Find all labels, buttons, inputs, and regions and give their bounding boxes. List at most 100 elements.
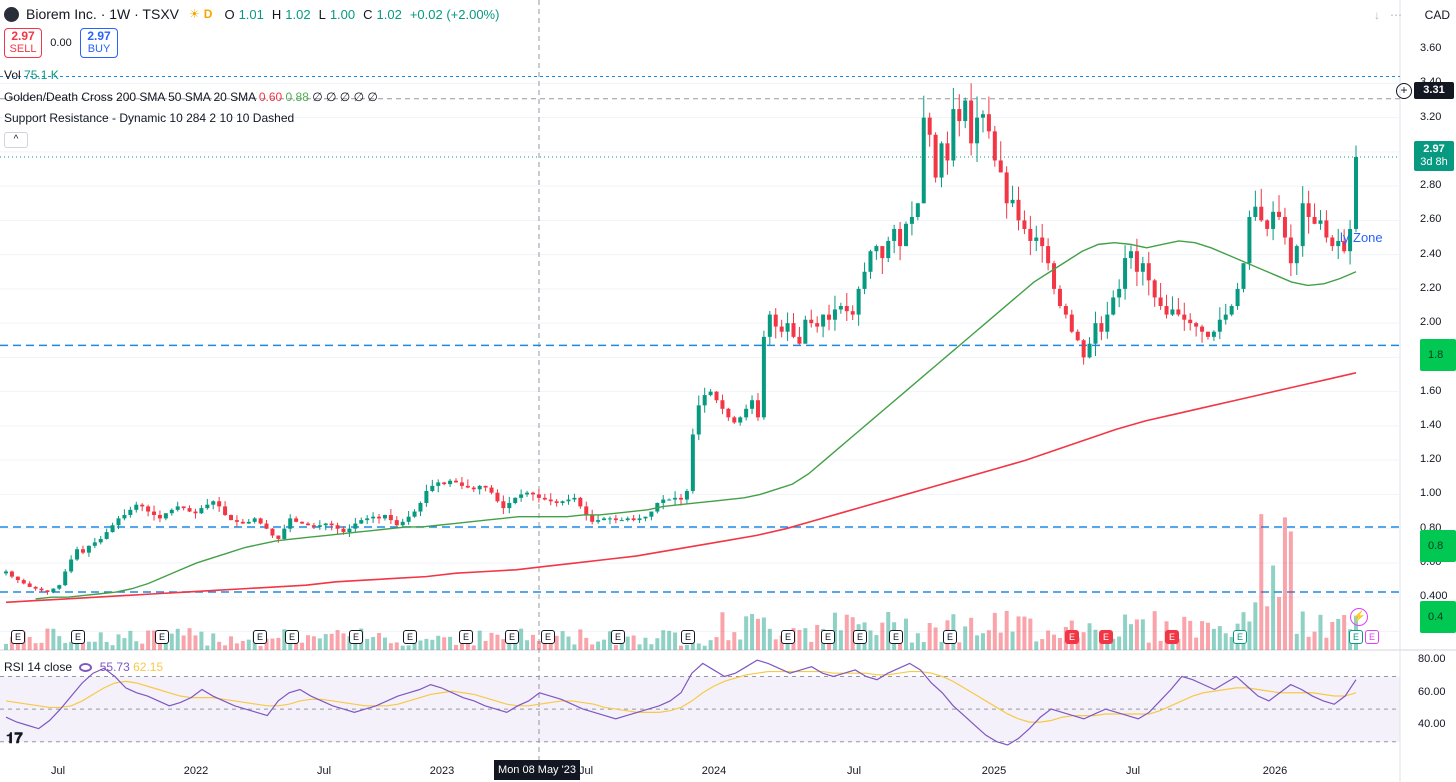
earnings-badge[interactable]: E [1065,630,1079,644]
volume-bar [69,641,74,650]
earnings-badge[interactable]: E [541,630,555,644]
support-resistance-label: Support Resistance - Dynamic 10 284 2 10… [4,111,295,125]
candle-body [116,518,121,526]
candle-body [1087,343,1092,358]
earnings-badge[interactable]: E [1233,630,1247,644]
candle-body [347,528,352,533]
volume-bar [868,630,873,650]
delayed-data-badge[interactable]: D [203,7,213,21]
candle-body [234,520,239,522]
volume-bar [1217,626,1222,650]
candle-body [483,485,488,488]
dividend-bolt-icon[interactable]: ⚡ [1350,608,1368,626]
volume-bar [45,628,50,650]
candle-body [779,326,784,332]
earnings-badge[interactable]: E [1365,630,1379,644]
buy-button[interactable]: 2.97 BUY [80,28,118,58]
candle-body [152,511,157,515]
candle-body [933,134,938,178]
candle-body [750,400,755,409]
price-tick: 1.00 [1420,487,1442,500]
earnings-badge[interactable]: E [11,630,25,644]
rsi-legend[interactable]: RSI 14 close 55.73 62.15 [4,660,163,674]
candle-body [1294,246,1299,264]
arrow-down-icon[interactable]: ↓ [1374,8,1390,22]
volume-bar [430,639,435,650]
volume-bar [732,632,737,650]
earnings-badge[interactable]: E [1349,630,1363,644]
earnings-badge[interactable]: E [681,630,695,644]
candle-body [400,521,405,526]
add-alert-plus-icon[interactable]: + [1396,83,1412,99]
candle-body [377,516,382,519]
volume-bar [1330,622,1335,650]
time-label: 2026 [1262,765,1288,777]
golden-cross-legend[interactable]: Golden/Death Cross 200 SMA 50 SMA 20 SMA… [4,90,378,104]
earnings-badge[interactable]: E [71,630,85,644]
volume-bar [223,645,228,650]
volume-bar [217,641,222,650]
earnings-badge[interactable]: E [1165,630,1179,644]
candle-body [1099,323,1104,332]
volume-bar [1158,640,1163,650]
volume-bar [915,633,920,650]
volume-bar [1277,597,1282,650]
earnings-badge[interactable]: E [853,630,867,644]
volume-bar [1093,629,1098,650]
sell-button[interactable]: 2.97 SELL [4,28,42,58]
candle-body [791,323,796,337]
volume-bar [1205,622,1210,650]
candle-body [57,585,62,589]
candle-body [880,246,885,259]
sr-level-tag-3: 0.4 [1420,601,1456,633]
candle-body [1194,323,1199,327]
volume-bar [649,644,654,650]
volume-legend[interactable]: Vol 75.1 K [4,68,59,82]
earnings-badge[interactable]: E [889,630,903,644]
rsi-settings-icon[interactable] [79,663,93,673]
volume-bar [477,630,482,650]
candle-body [1170,309,1175,315]
zone-annotation[interactable]: ly Zone [1340,230,1383,245]
volume-bar [625,636,630,650]
earnings-badge[interactable]: E [505,630,519,644]
volume-bar [844,614,849,650]
earnings-badge[interactable]: E [285,630,299,644]
candle-body [86,545,91,553]
tradingview-logo[interactable]: 𝟏𝟕 [6,730,23,747]
currency-label[interactable]: CAD [1424,8,1450,22]
collapse-legend-button[interactable]: ^ [4,132,28,148]
volume-bar [163,639,168,650]
candle-body [631,518,636,521]
earnings-badge[interactable]: E [403,630,417,644]
rsi-label: RSI 14 close [4,660,73,674]
candle-body [430,485,435,491]
earnings-badge[interactable]: E [459,630,473,644]
volume-bar [86,641,91,650]
earnings-badge[interactable]: E [155,630,169,644]
earnings-badge[interactable]: E [943,630,957,644]
earnings-badge[interactable]: E [349,630,363,644]
volume-bar [92,641,97,650]
earnings-badge[interactable]: E [821,630,835,644]
earnings-badge[interactable]: E [1099,630,1113,644]
candle-body [45,590,50,593]
volume-bar [110,645,115,650]
more-icon[interactable]: ⋯ [1390,8,1412,22]
volume-bar [714,637,719,650]
candle-body [827,314,832,320]
candle-body [294,518,299,522]
candle-body [560,501,565,503]
candle-body [335,525,340,529]
price-tick: 2.20 [1420,281,1442,294]
symbol-title[interactable]: Biorem Inc. · 1W · TSXV [26,6,179,22]
volume-bar [175,628,180,650]
support-resistance-legend[interactable]: Support Resistance - Dynamic 10 284 2 10… [4,111,294,125]
volume-bar [886,612,891,650]
earnings-badge[interactable]: E [253,630,267,644]
candle-body [128,509,133,515]
earnings-badge[interactable]: E [781,630,795,644]
candle-body [1235,288,1240,307]
earnings-badge[interactable]: E [611,630,625,644]
